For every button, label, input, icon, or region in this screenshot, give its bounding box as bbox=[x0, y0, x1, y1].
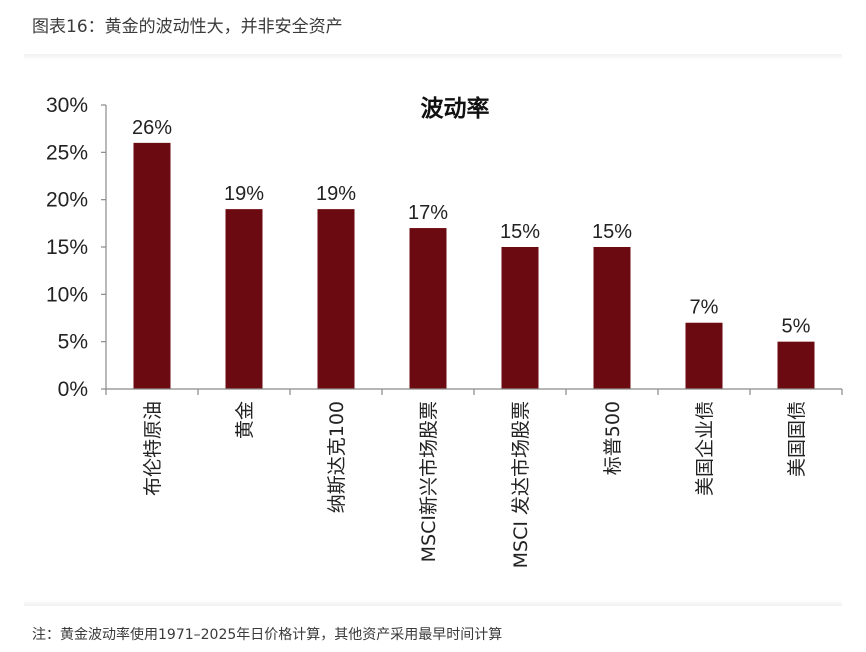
bar bbox=[593, 247, 631, 389]
category-label: 黄金 bbox=[234, 401, 256, 439]
data-labels: 26% 19% 19% 17% 15% 15% 7% 5% bbox=[132, 117, 811, 338]
bar bbox=[409, 228, 447, 389]
y-tick-label: 15% bbox=[46, 236, 88, 259]
bar bbox=[317, 209, 355, 389]
category-label: 纳斯达克100 bbox=[326, 401, 348, 513]
axes bbox=[101, 104, 843, 395]
figure-caption: 图表16：黄金的波动性大，并非安全资产 bbox=[32, 17, 343, 37]
category-label: 美国企业债 bbox=[694, 401, 716, 496]
category-labels: 布伦特原油 黄金 纳斯达克100 MSCI新兴市场股票 MSCI 发达市场股票 标普500… bbox=[142, 401, 808, 568]
bar bbox=[225, 209, 263, 389]
y-tick-label: 20% bbox=[46, 189, 88, 212]
data-label: 17% bbox=[408, 202, 448, 224]
category-label: 美国国债 bbox=[786, 401, 808, 477]
bottom-divider bbox=[24, 600, 842, 606]
y-axis-ticks: 0% 5% 10% 15% 20% 25% 30% bbox=[46, 94, 88, 401]
data-label: 19% bbox=[224, 183, 264, 205]
data-label: 19% bbox=[316, 183, 356, 205]
category-label: 标普500 bbox=[602, 401, 624, 475]
bar-chart: 波动率 0% 5% 10% 15% 20% 25% 30% 26% 19% 19% 17% 15% 1… bbox=[46, 94, 843, 568]
top-divider bbox=[24, 54, 842, 60]
bar bbox=[777, 341, 815, 389]
data-label: 26% bbox=[132, 117, 172, 139]
y-tick-label: 30% bbox=[46, 94, 88, 117]
y-tick-label: 25% bbox=[46, 141, 88, 164]
category-label: 布伦特原油 bbox=[142, 401, 164, 496]
bar bbox=[685, 322, 723, 389]
data-label: 15% bbox=[500, 221, 540, 243]
footnote: 注：黄金波动率使用1971–2025年日价格计算，其他资产采用最早时间计算 bbox=[32, 627, 503, 643]
bar bbox=[133, 142, 171, 389]
y-tick-label: 5% bbox=[58, 331, 88, 354]
data-label: 15% bbox=[592, 221, 632, 243]
bar bbox=[501, 247, 539, 389]
data-label: 5% bbox=[782, 316, 811, 338]
data-label: 7% bbox=[690, 297, 719, 319]
bars bbox=[133, 142, 815, 389]
category-label: MSCI 发达市场股票 bbox=[510, 401, 532, 568]
y-tick-label: 0% bbox=[58, 378, 88, 401]
category-label: MSCI新兴市场股票 bbox=[418, 401, 440, 562]
chart-title: 波动率 bbox=[421, 95, 490, 122]
y-tick-label: 10% bbox=[46, 283, 88, 306]
